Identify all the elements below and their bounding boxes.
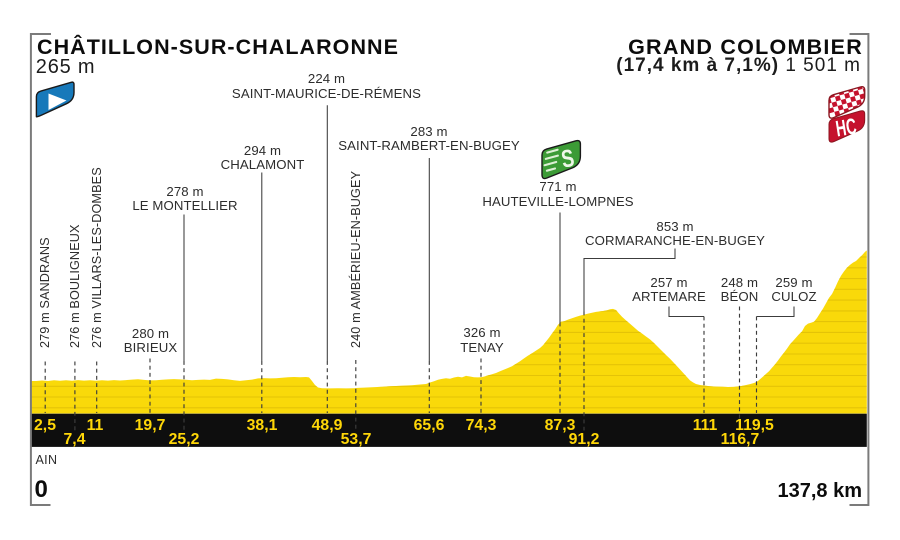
svg-text:HC: HC <box>834 114 858 142</box>
svg-text:S: S <box>559 145 576 174</box>
